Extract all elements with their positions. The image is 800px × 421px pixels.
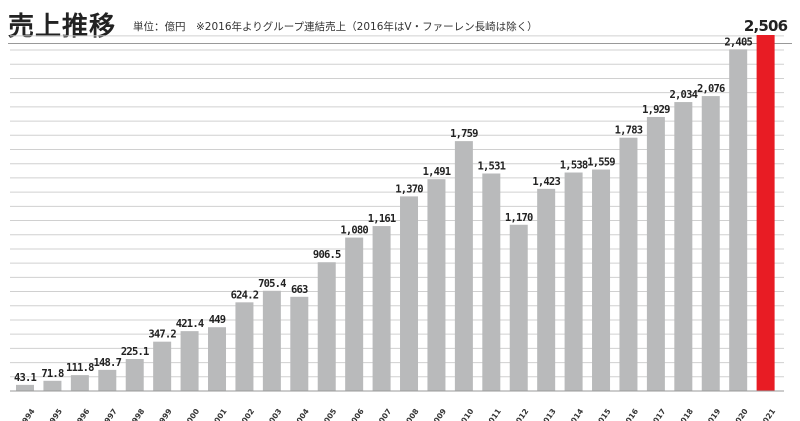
bar-1997 — [98, 369, 117, 391]
bar-2020 — [729, 49, 748, 392]
x-tick-label-2021: 2021 — [758, 407, 777, 421]
value-label-1996: 111.8 — [66, 362, 94, 374]
bar-2010 — [454, 141, 473, 391]
bar-2005 — [317, 262, 336, 391]
bar-2016 — [619, 137, 638, 391]
bar-2018 — [674, 102, 693, 391]
value-label-2000: 421.4 — [176, 318, 204, 330]
title-divider — [8, 43, 792, 44]
bar-2006 — [345, 237, 364, 391]
x-tick-label-2007: 2007 — [374, 407, 393, 421]
bar-1995 — [43, 380, 62, 391]
value-label-2014: 1,538 — [560, 160, 588, 172]
value-label-2016: 1,783 — [615, 125, 643, 137]
value-label-2017: 1,929 — [642, 104, 670, 116]
unit-note: 単位：億円 ※2016年よりグループ連結売上（2016年はV・ファーレン長崎は除… — [133, 21, 538, 33]
value-label-2012: 1,170 — [505, 212, 533, 224]
x-tick-label-1999: 1999 — [154, 407, 173, 421]
value-label-2003: 705.4 — [258, 278, 286, 290]
bar-2017 — [646, 116, 665, 391]
x-tick-label-1994: 1994 — [17, 407, 36, 421]
x-tick-label-2006: 2006 — [346, 407, 365, 421]
x-tick-label-2002: 2002 — [237, 407, 256, 421]
x-tick-label-2000: 2000 — [182, 407, 201, 421]
x-tick-label-1997: 1997 — [100, 407, 119, 421]
value-label-1997: 148.7 — [93, 357, 121, 369]
x-tick-label-2016: 2016 — [621, 407, 640, 421]
x-tick-label-1998: 1998 — [127, 407, 146, 421]
bar-2000 — [180, 331, 199, 391]
value-label-1995: 71.8 — [41, 368, 64, 380]
bar-1996 — [70, 375, 89, 391]
x-tick-label-2008: 2008 — [401, 407, 420, 421]
bar-2001 — [208, 327, 227, 391]
value-label-2006: 1,080 — [340, 225, 368, 237]
value-label-2011: 1,531 — [478, 161, 506, 173]
bar-2014 — [564, 172, 583, 391]
value-label-2010: 1,759 — [450, 128, 478, 140]
value-label-2007: 1,161 — [368, 213, 396, 225]
bar-2002 — [235, 302, 254, 391]
x-tick-label-2014: 2014 — [566, 407, 585, 421]
bar-2013 — [537, 188, 556, 391]
bar-2012 — [509, 224, 528, 391]
value-label-1998: 225.1 — [121, 346, 149, 358]
x-tick-label-2020: 2020 — [730, 407, 749, 421]
x-tick-label-2004: 2004 — [292, 407, 311, 421]
x-tick-label-1995: 1995 — [45, 407, 64, 421]
x-tick-label-2001: 2001 — [209, 407, 228, 421]
x-tick-label-2017: 2017 — [648, 407, 667, 421]
x-tick-label-2015: 2015 — [593, 407, 612, 421]
value-label-2001: 449 — [209, 314, 226, 326]
bar-2015 — [592, 169, 611, 391]
value-label-2013: 1,423 — [532, 176, 560, 188]
x-tick-label-1996: 1996 — [72, 407, 91, 421]
value-label-1994: 43.1 — [14, 372, 37, 384]
bar-2008 — [400, 196, 419, 391]
chart-title: 売上推移 — [8, 12, 117, 42]
x-tick-label-2019: 2019 — [703, 407, 722, 421]
value-label-2021: 2,506 — [744, 17, 788, 35]
value-label-2020: 2,405 — [724, 36, 752, 48]
bar-2007 — [372, 226, 391, 391]
value-label-2019: 2,076 — [697, 83, 725, 95]
x-tick-label-2010: 2010 — [456, 407, 475, 421]
bar-2009 — [427, 179, 446, 391]
bar-2021 — [756, 35, 775, 391]
x-tick-label-2011: 2011 — [484, 407, 503, 421]
value-label-2015: 1,559 — [587, 157, 615, 169]
x-tick-label-2018: 2018 — [676, 407, 695, 421]
value-label-2004: 663 — [291, 284, 308, 296]
bar-2011 — [482, 173, 501, 391]
x-tick-label-2003: 2003 — [264, 407, 283, 421]
bar-1999 — [153, 341, 172, 391]
x-tick-label-2012: 2012 — [511, 407, 530, 421]
value-label-2009: 1,491 — [423, 166, 451, 178]
bar-2003 — [262, 290, 281, 391]
x-tick-label-2013: 2013 — [538, 407, 557, 421]
x-tick-label-2005: 2005 — [319, 407, 338, 421]
value-label-2008: 1,370 — [395, 183, 423, 195]
value-label-2005: 906.5 — [313, 249, 341, 261]
value-label-1999: 347.2 — [148, 329, 176, 341]
x-tick-label-2009: 2009 — [429, 407, 448, 421]
bar-2019 — [701, 96, 720, 392]
bar-2004 — [290, 296, 309, 391]
bar-1994 — [16, 384, 34, 391]
bar-1998 — [125, 359, 144, 391]
value-label-2018: 2,034 — [670, 89, 698, 101]
value-label-2002: 624.2 — [231, 289, 259, 301]
